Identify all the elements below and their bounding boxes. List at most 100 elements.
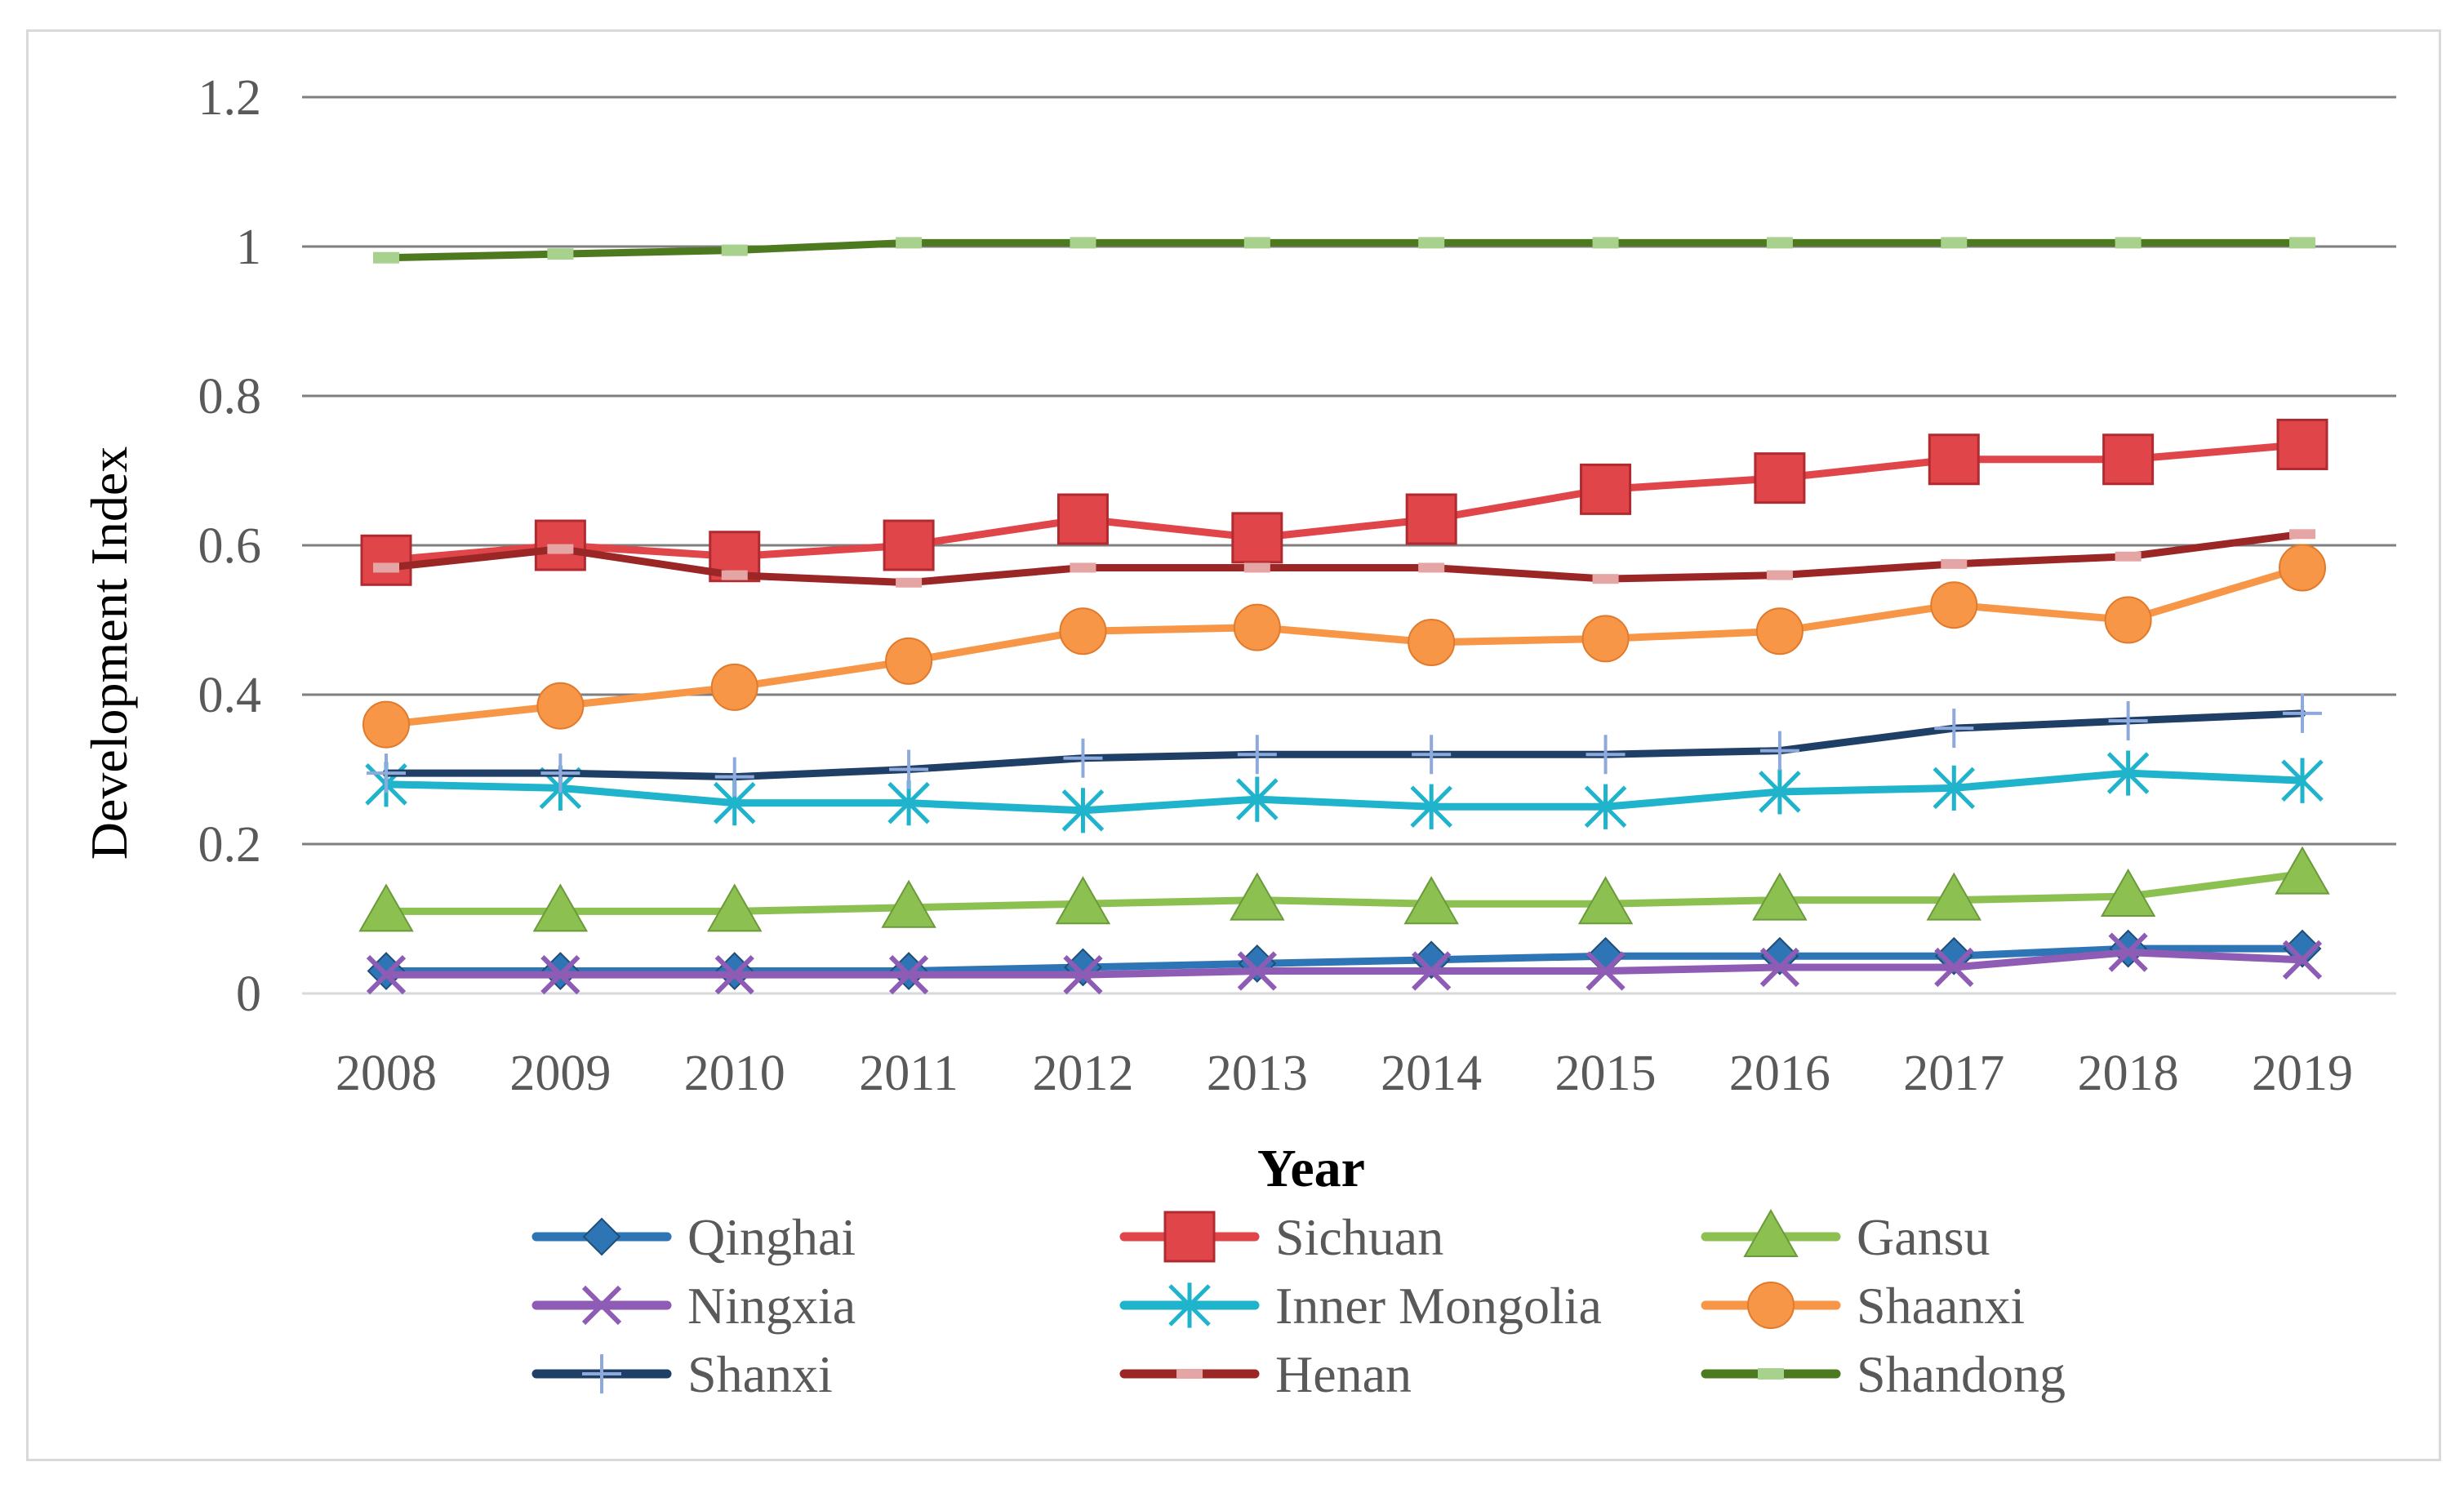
data-point	[540, 753, 580, 793]
x-tick-label: 2008	[336, 1046, 437, 1101]
data-point	[710, 663, 758, 711]
data-point	[2275, 846, 2330, 895]
data-point	[1752, 872, 1808, 921]
data-point	[1941, 558, 1968, 569]
data-point	[721, 570, 748, 580]
data-point	[2106, 750, 2150, 796]
data-point	[889, 952, 928, 990]
legend-entry: Gansu	[1701, 1208, 1990, 1266]
data-point	[1064, 948, 1102, 987]
data-point	[1237, 735, 1277, 775]
data-point	[1063, 738, 1103, 778]
data-point	[1168, 1282, 1211, 1328]
series-line	[382, 709, 2306, 781]
legend-entry: Qinghai	[531, 1208, 856, 1266]
data-point	[1759, 731, 1799, 771]
data-point	[2289, 237, 2315, 249]
x-tick-label: 2019	[2252, 1046, 2353, 1101]
data-point	[547, 248, 574, 260]
x-tick-label: 2010	[684, 1046, 785, 1101]
data-point	[581, 1285, 622, 1326]
data-point	[2282, 940, 2323, 980]
data-point	[1928, 433, 1980, 486]
data-point	[1163, 1211, 1216, 1263]
data-point	[367, 753, 406, 793]
legend-label: Gansu	[1857, 1208, 1990, 1266]
data-point	[714, 757, 754, 797]
data-point	[1405, 493, 1457, 545]
data-point	[1176, 1369, 1203, 1379]
data-point	[1412, 951, 1452, 991]
data-point	[1243, 562, 1270, 573]
data-point	[1584, 784, 1627, 829]
legend-entry: Ningxia	[531, 1277, 856, 1335]
x-tick-label: 2013	[1207, 1046, 1308, 1101]
data-point	[2100, 869, 2156, 918]
series-shanxi	[367, 693, 2322, 797]
data-point	[896, 577, 923, 588]
data-point	[1586, 735, 1626, 775]
x-tick-label: 2016	[1729, 1046, 1830, 1101]
data-point	[1243, 237, 1270, 249]
y-tick-label: 0	[236, 967, 261, 1022]
x-tick-label: 2012	[1032, 1046, 1133, 1101]
data-point	[1231, 512, 1283, 564]
data-point	[1580, 463, 1632, 515]
data-point	[540, 955, 580, 995]
data-point	[1410, 784, 1452, 829]
legend-label: Shanxi	[687, 1345, 833, 1403]
data-point	[2115, 551, 2142, 562]
y-tick-label: 1	[236, 220, 261, 275]
data-point	[885, 637, 933, 685]
series-line	[382, 530, 2306, 587]
data-point	[360, 534, 412, 586]
legend-entry: Inner Mongolia	[1119, 1277, 1602, 1335]
x-tick-label: 2017	[1903, 1046, 2004, 1101]
data-point	[714, 955, 754, 995]
data-point	[883, 519, 935, 571]
data-point	[532, 883, 589, 932]
data-point	[1755, 607, 1804, 655]
data-point	[1747, 1282, 1795, 1329]
legend-entry: Henan	[1119, 1345, 1412, 1403]
data-point	[1238, 944, 1277, 983]
line-chart: 00.20.40.60.811.2 2008 2009 2010 2011 2012 20…	[80, 70, 2396, 1403]
data-point	[1766, 570, 1793, 580]
y-tick-label: 0.6	[198, 518, 262, 574]
series-line	[382, 238, 2306, 262]
data-point	[2109, 929, 2148, 968]
legend-label: Ningxia	[687, 1277, 856, 1335]
x-tick-label: 2015	[1555, 1046, 1657, 1101]
data-point	[707, 883, 763, 932]
data-point	[1059, 607, 1107, 655]
data-point	[2115, 237, 2142, 249]
data-point	[1408, 618, 1456, 666]
data-point	[715, 952, 754, 990]
chart-frame: 0 0.2 0.4 0.6 0.8 1 1.2 2008 2009 2010 2011 2012 20…	[26, 29, 2441, 1461]
legend-label: Henan	[1275, 1345, 1412, 1403]
series-henan	[373, 529, 2315, 588]
data-point	[1592, 574, 1619, 584]
legend-entry: Shandong	[1701, 1345, 2066, 1403]
series-shaanxi	[362, 544, 2326, 749]
data-point	[1758, 1368, 1784, 1380]
data-point	[1941, 237, 1968, 249]
legend-label: Inner Mongolia	[1275, 1277, 1602, 1335]
series-line	[382, 440, 2306, 564]
data-point	[1236, 776, 1279, 822]
data-point	[1418, 237, 1445, 249]
data-point	[1412, 735, 1452, 775]
data-point	[2108, 701, 2148, 741]
data-point	[1933, 765, 1976, 811]
data-point	[1070, 237, 1096, 249]
data-point	[1070, 562, 1096, 573]
data-point	[1233, 603, 1281, 651]
data-point	[373, 251, 399, 264]
x-tick-label: 2018	[2078, 1046, 2179, 1101]
y-tick-label: 0.4	[198, 668, 262, 723]
data-point	[1926, 872, 1981, 921]
data-point	[2281, 758, 2324, 803]
data-point	[2102, 433, 2155, 486]
data-point	[1766, 237, 1793, 249]
data-point	[367, 952, 406, 990]
